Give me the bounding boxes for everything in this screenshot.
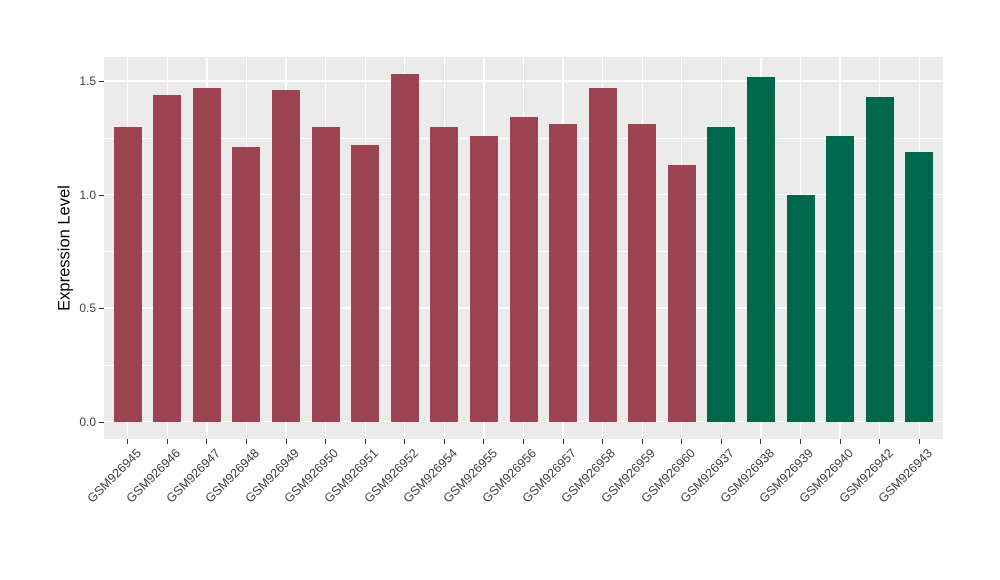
y-tick-label: 0.5	[79, 301, 96, 316]
plot-panel	[104, 57, 943, 439]
x-tick-mark	[245, 439, 247, 444]
x-tick-mark	[602, 439, 604, 444]
x-tick-mark	[760, 439, 762, 444]
bar-GSM926937	[707, 126, 736, 422]
y-tick-label: 1.5	[79, 74, 96, 89]
x-tick-mark	[839, 439, 841, 444]
y-tick-mark	[99, 194, 104, 196]
y-tick-mark	[99, 421, 104, 423]
bar-GSM926948	[232, 146, 261, 422]
x-tick-mark	[206, 439, 208, 444]
x-tick-mark	[127, 439, 129, 444]
bar-GSM926946	[153, 94, 182, 422]
y-major-gridline	[104, 80, 943, 82]
x-tick-mark	[641, 439, 643, 444]
bar-GSM926960	[667, 165, 696, 422]
bar-GSM926938	[746, 76, 775, 422]
x-tick-mark	[285, 439, 287, 444]
bar-GSM926952	[390, 74, 419, 422]
bar-GSM926947	[192, 87, 221, 422]
bar-GSM926959	[628, 124, 657, 422]
x-tick-mark	[681, 439, 683, 444]
x-tick-mark	[166, 439, 168, 444]
bar-GSM926940	[826, 135, 855, 422]
x-tick-mark	[562, 439, 564, 444]
x-tick-mark	[364, 439, 366, 444]
y-tick-label: 1.0	[79, 187, 96, 202]
x-tick-mark	[879, 439, 881, 444]
bar-GSM926951	[351, 144, 380, 422]
x-tick-mark	[483, 439, 485, 444]
x-tick-mark	[720, 439, 722, 444]
bar-GSM926950	[311, 126, 340, 422]
bar-GSM926958	[588, 87, 617, 422]
bar-GSM926949	[272, 90, 301, 422]
x-tick-mark	[523, 439, 524, 444]
x-tick-mark	[800, 439, 802, 444]
y-tick-label: 0.0	[79, 414, 96, 429]
x-tick-mark	[443, 439, 445, 444]
bar-GSM926955	[469, 135, 498, 422]
x-tick-mark	[918, 439, 920, 444]
y-tick-mark	[99, 308, 104, 310]
bar-GSM926943	[905, 151, 934, 422]
bar-GSM926954	[430, 126, 459, 422]
bar-GSM926956	[509, 117, 538, 422]
x-tick-mark	[404, 439, 406, 444]
y-tick-mark	[99, 81, 104, 83]
bar-GSM926957	[549, 124, 578, 422]
bar-GSM926945	[113, 126, 142, 422]
bar-GSM926939	[786, 194, 815, 422]
bar-GSM926942	[865, 97, 894, 422]
x-tick-mark	[325, 439, 327, 444]
y-axis-title: Expression Level	[55, 185, 74, 311]
